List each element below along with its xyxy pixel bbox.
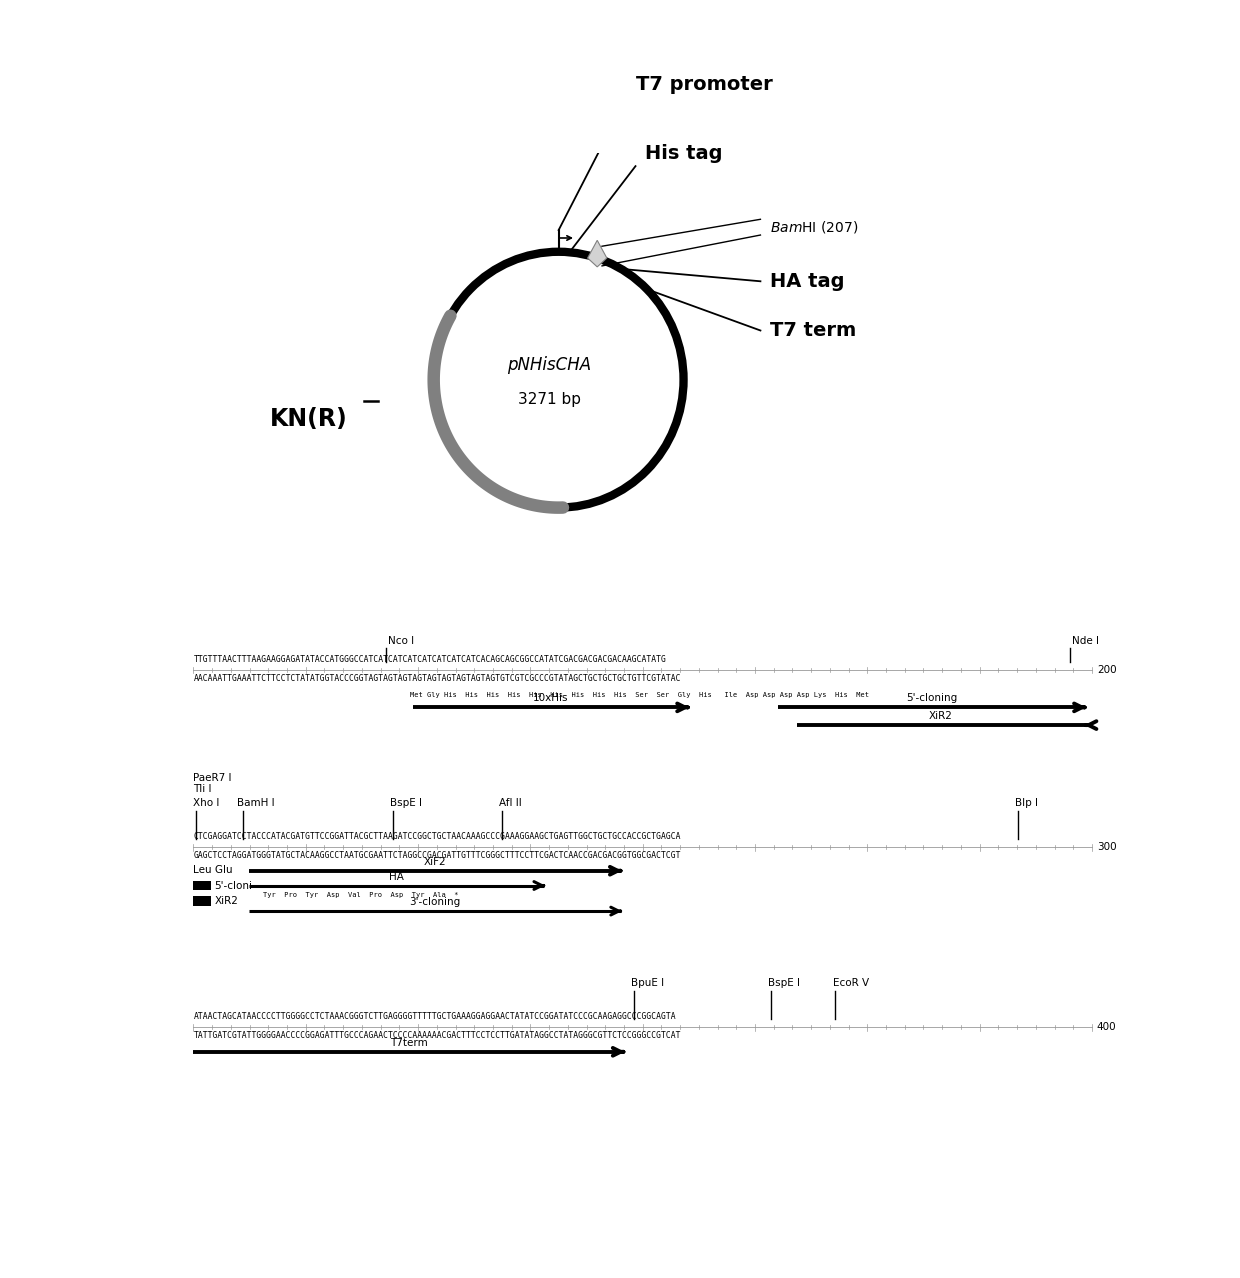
- Text: XiR2: XiR2: [215, 896, 238, 906]
- Text: $\it{Bam}$HI (207): $\it{Bam}$HI (207): [770, 219, 858, 235]
- Text: PaeR7 I: PaeR7 I: [193, 773, 232, 783]
- Text: Blp I: Blp I: [1016, 797, 1038, 808]
- Text: BamH I: BamH I: [237, 797, 274, 808]
- Text: Met Gly His  His  His  His  His  His  His  His  His  Ser  Ser  Gly  His   Ile  A: Met Gly His His His His His His His His …: [409, 691, 869, 698]
- Text: 5'-cloni: 5'-cloni: [215, 881, 253, 891]
- Text: 3271 bp: 3271 bp: [517, 392, 580, 406]
- Text: 3'-cloning: 3'-cloning: [409, 897, 461, 907]
- Text: Tyr  Pro  Tyr  Asp  Val  Pro  Asp  Tyr  Ala  *: Tyr Pro Tyr Asp Val Pro Asp Tyr Ala *: [263, 892, 458, 898]
- Text: GAGCTCCTAGGATGGGTATGCTACAAGGCCTAATGCGAATTCTAGGCCGACGATTGTTTCGGGCTTTCCTTCGACTCAAC: GAGCTCCTAGGATGGGTATGCTACAAGGCCTAATGCGAAT…: [193, 851, 681, 860]
- Text: T7 term: T7 term: [770, 321, 857, 340]
- Text: Nco I: Nco I: [388, 636, 414, 647]
- Text: BspE I: BspE I: [768, 978, 800, 988]
- Text: pNHisCHA: pNHisCHA: [507, 357, 591, 374]
- Text: HA: HA: [389, 872, 404, 882]
- Text: ATAACTAGCATAACCCCTTGGGGCCTCTAAACGGGTCTTGAGGGGTTTTTGCTGAAAGGAGGAACTATATCCGGATATCC: ATAACTAGCATAACCCCTTGGGGCCTCTAAACGGGTCTTG…: [193, 1012, 676, 1021]
- Text: Tli I: Tli I: [193, 783, 212, 794]
- Text: Xho I: Xho I: [193, 797, 219, 808]
- Text: BpuE I: BpuE I: [631, 978, 663, 988]
- Text: 10xHis: 10xHis: [533, 694, 568, 703]
- Text: TATTGATCGTATTGGGGAACCCCGGAGATTTGCCCAGAACTCCCCAAAAAACGACTTTCCTCCTTGATATAGGCCTATAG: TATTGATCGTATTGGGGAACCCCGGAGATTTGCCCAGAAC…: [193, 1031, 681, 1040]
- Polygon shape: [588, 240, 606, 267]
- Text: XiR2: XiR2: [929, 711, 954, 721]
- Text: AACAAATTGAAATTCTTCCTCTATATGGTACCCGGTAGTAGTAGTAGTAGTAGTAGTAGTAGTGTCGTCGCCCGTATAGC: AACAAATTGAAATTCTTCCTCTATATGGTACCCGGTAGTA…: [193, 674, 681, 682]
- Text: Afl II: Afl II: [498, 797, 522, 808]
- Bar: [193, 896, 211, 906]
- Text: KN(R): KN(R): [270, 408, 348, 431]
- Text: CTCGAGGATCCTACCCATACGATGTTCCGGATTACGCTTAAGATCCGGCTGCTAACAAAGCCCGAAAGGAAGCTGAGTTG: CTCGAGGATCCTACCCATACGATGTTCCGGATTACGCTTA…: [193, 832, 681, 841]
- Text: Leu Glu: Leu Glu: [193, 865, 233, 875]
- Text: 400: 400: [1096, 1022, 1116, 1033]
- Text: 200: 200: [1096, 665, 1116, 675]
- Text: T7term: T7term: [389, 1038, 428, 1048]
- Text: 5'-cloning: 5'-cloning: [906, 694, 957, 703]
- Text: HA tag: HA tag: [770, 272, 844, 291]
- Text: His tag: His tag: [645, 144, 723, 164]
- Text: EcoR V: EcoR V: [832, 978, 869, 988]
- Text: T7 promoter: T7 promoter: [635, 75, 773, 95]
- Text: BspE I: BspE I: [391, 797, 423, 808]
- Text: 300: 300: [1096, 842, 1116, 852]
- Text: TTGTTTAACTTTAAGAAGGAGATATACCATGGGCCATCATCATCATCATCATCATCATCACAGCAGCGGCCATATCGACG: TTGTTTAACTTTAAGAAGGAGATATACCATGGGCCATCAT…: [193, 656, 666, 665]
- Text: XiF2: XiF2: [424, 856, 446, 866]
- Bar: [193, 881, 211, 891]
- Text: Nde I: Nde I: [1071, 636, 1099, 647]
